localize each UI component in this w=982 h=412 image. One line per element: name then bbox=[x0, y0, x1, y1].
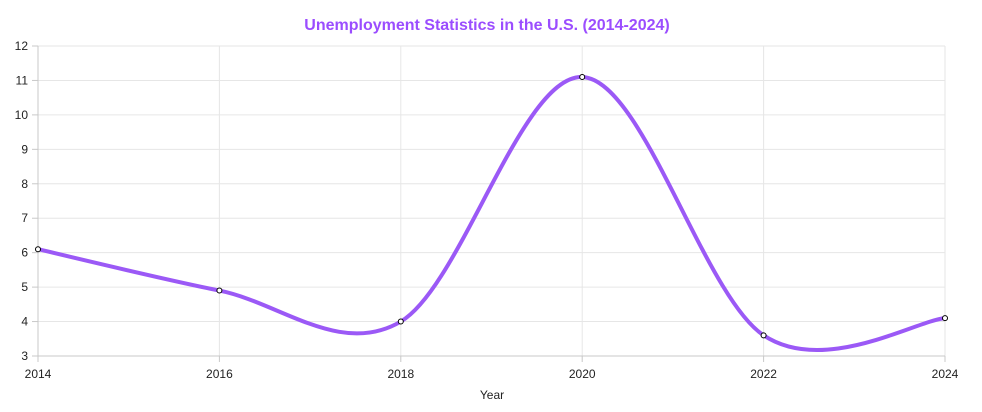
x-axis-label: Year bbox=[480, 388, 504, 402]
x-axis-ticks: 2014 2016 2018 2020 2022 2024 bbox=[25, 356, 959, 381]
y-tick-label: 8 bbox=[21, 177, 28, 191]
x-tick-label: 2014 bbox=[25, 367, 52, 381]
data-point bbox=[216, 287, 223, 294]
y-axis-ticks: 3 4 5 6 7 8 9 10 11 12 bbox=[15, 39, 38, 363]
x-tick-label: 2016 bbox=[206, 367, 233, 381]
axes bbox=[37, 46, 945, 357]
y-tick-label: 6 bbox=[21, 246, 28, 260]
data-point bbox=[397, 318, 404, 325]
y-tick-label: 11 bbox=[16, 73, 29, 87]
grid bbox=[37, 45, 946, 357]
data-point bbox=[579, 74, 586, 80]
series-line bbox=[36, 74, 947, 353]
y-tick-label: 5 bbox=[21, 280, 28, 294]
data-point bbox=[760, 332, 767, 339]
y-tick-label: 3 bbox=[21, 349, 28, 363]
x-tick-label: 2018 bbox=[387, 367, 414, 381]
y-tick-label: 4 bbox=[21, 315, 28, 329]
y-tick-label: 7 bbox=[21, 211, 28, 225]
data-points bbox=[35, 74, 948, 339]
x-tick-label: 2022 bbox=[750, 367, 777, 381]
x-tick-label: 2020 bbox=[569, 367, 596, 381]
y-tick-label: 10 bbox=[15, 108, 29, 122]
y-tick-label: 9 bbox=[21, 142, 28, 156]
data-point bbox=[35, 246, 41, 253]
x-tick-label: 2024 bbox=[932, 367, 959, 381]
data-point bbox=[942, 315, 948, 322]
y-tick-label: 12 bbox=[15, 39, 29, 53]
chart-title: Unemployment Statistics in the U.S. (201… bbox=[304, 17, 669, 34]
